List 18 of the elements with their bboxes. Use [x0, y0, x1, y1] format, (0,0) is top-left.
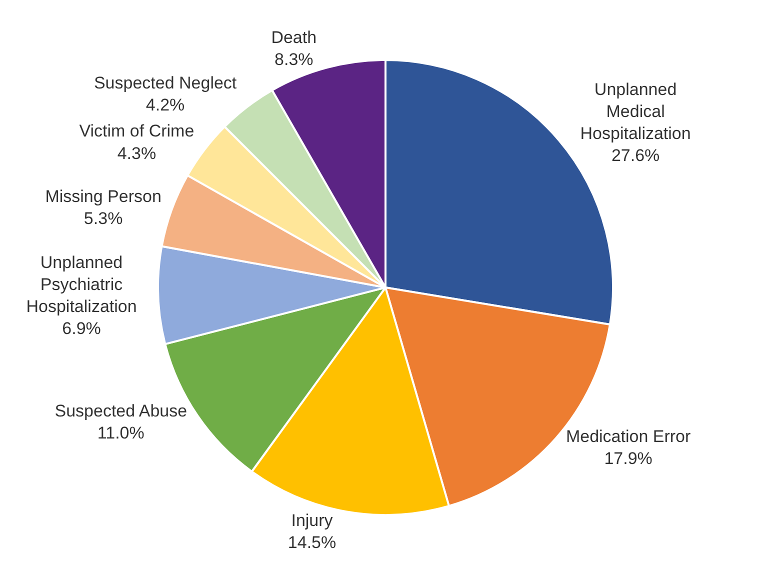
- data-label: 17.9%: [604, 449, 652, 468]
- slice-label: Medication Error: [566, 426, 691, 446]
- slice-label: Unplanned Medical Hospitalization: [580, 80, 691, 143]
- data-label: 14.5%: [288, 533, 336, 552]
- slice-label: Unplanned Psychiatric Hospitalization: [26, 252, 137, 316]
- data-label: 5.3%: [84, 208, 123, 228]
- slice-label: Death: [271, 28, 317, 47]
- data-label: 4.2%: [146, 95, 185, 114]
- data-label: 11.0%: [97, 423, 144, 442]
- slice-label: Suspected Abuse: [54, 401, 188, 420]
- data-label: 6.9%: [62, 319, 101, 338]
- slice-label: Missing Person: [45, 186, 162, 206]
- slice-label: Injury: [291, 511, 334, 530]
- data-label: 27.6%: [611, 146, 660, 166]
- data-label: 8.3%: [274, 50, 314, 70]
- data-label: 4.3%: [117, 144, 156, 163]
- slice-label: Suspected Neglect: [94, 73, 237, 92]
- slice-label: Victim of Crime: [79, 122, 194, 141]
